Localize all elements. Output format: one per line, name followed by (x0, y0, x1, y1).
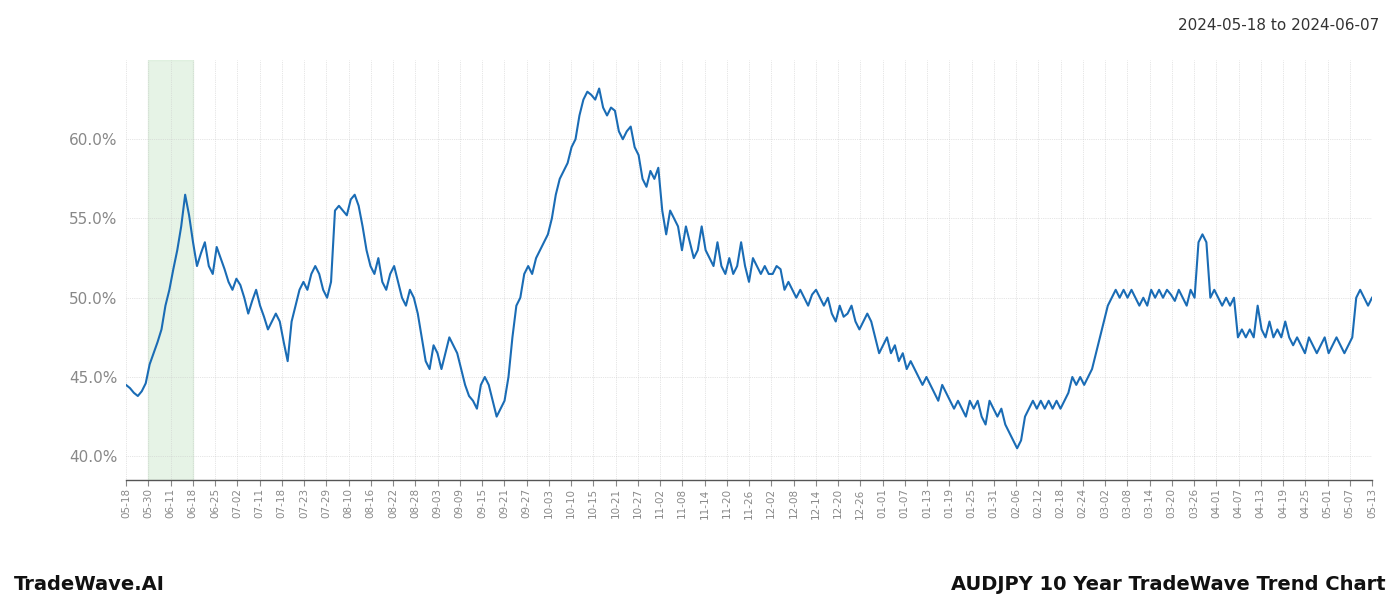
Bar (148, 60, 193, 480)
Text: 2024-05-18 to 2024-06-07: 2024-05-18 to 2024-06-07 (1177, 18, 1379, 33)
Text: AUDJPY 10 Year TradeWave Trend Chart: AUDJPY 10 Year TradeWave Trend Chart (952, 575, 1386, 594)
Text: TradeWave.AI: TradeWave.AI (14, 575, 165, 594)
